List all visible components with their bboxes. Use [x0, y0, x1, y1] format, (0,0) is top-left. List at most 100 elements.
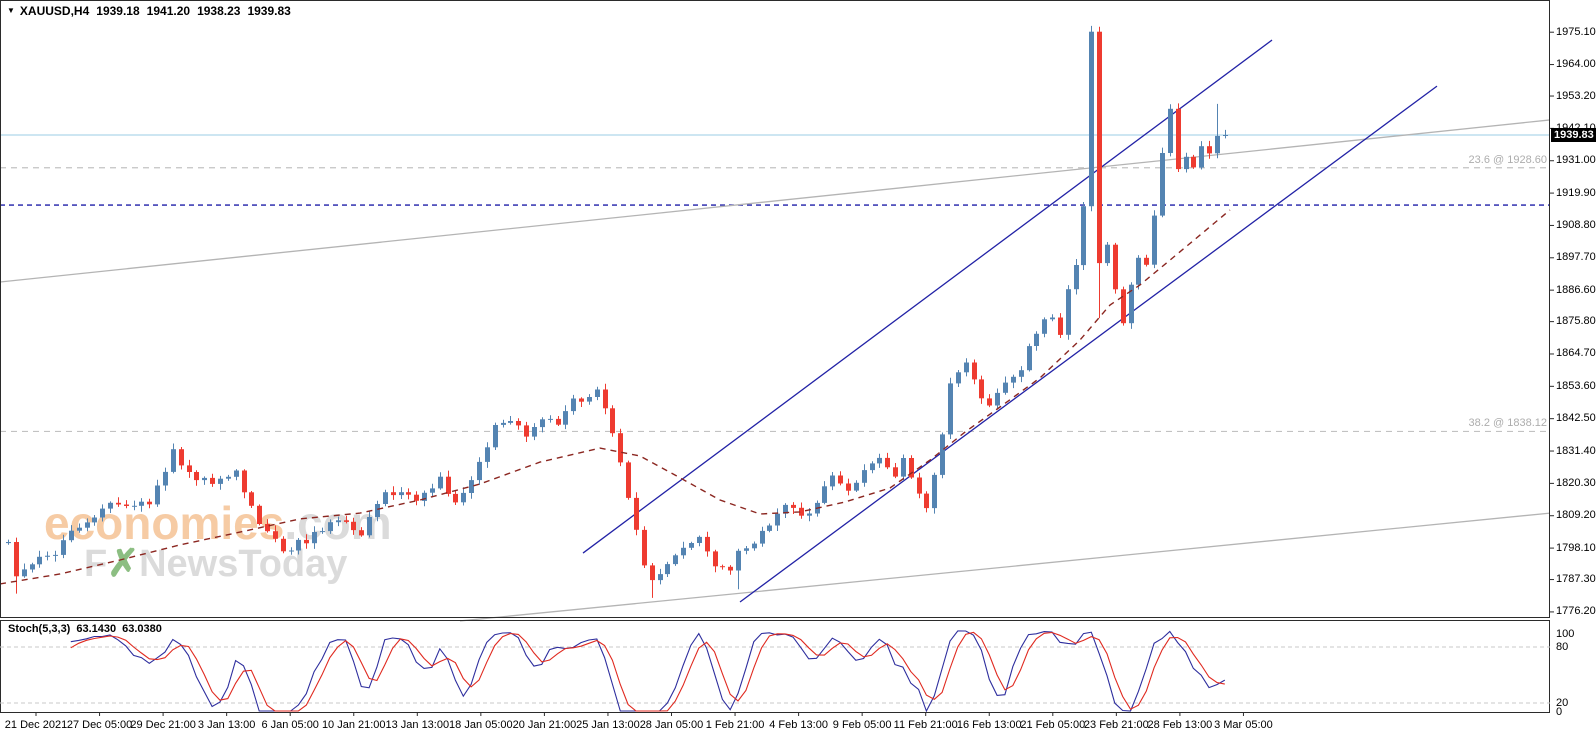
candle-body [202, 477, 207, 481]
candle-body [516, 421, 521, 426]
candle-body [187, 465, 192, 472]
candle-body [155, 485, 160, 505]
candle-body [964, 362, 969, 373]
candle-body [328, 522, 333, 532]
lower-gray-trendline [459, 512, 1551, 622]
candle-body [281, 538, 286, 552]
candle-body [783, 504, 788, 514]
candle-body [312, 532, 317, 544]
candle-body [367, 517, 372, 536]
candle-body [171, 449, 176, 472]
candle-body [461, 492, 466, 503]
candle-body [30, 564, 35, 570]
candle-body [1160, 153, 1165, 216]
candle-body [493, 425, 498, 448]
candle-body [1027, 346, 1032, 371]
candle-body [1113, 244, 1118, 290]
candle-body [1089, 31, 1094, 207]
candle-body [1105, 244, 1110, 264]
candle-body [14, 542, 19, 577]
watermark-x-icon: ✗ [107, 543, 140, 585]
candle-body [870, 463, 875, 471]
candle-body [728, 566, 733, 571]
candle-body [571, 398, 576, 412]
candle-body [1019, 370, 1024, 377]
candle-body [399, 492, 404, 496]
candle-body [226, 476, 231, 479]
candle-body [595, 389, 600, 397]
watermark-tagline-rest: NewsToday [139, 543, 348, 585]
candle-body [697, 536, 702, 543]
candle-body [45, 555, 50, 557]
candle-body [1184, 156, 1189, 170]
watermark-tagline: F✗NewsToday [84, 541, 347, 586]
candle-body [1042, 319, 1047, 334]
candle-body [689, 543, 694, 548]
candle-body [351, 521, 356, 531]
candle-body [22, 569, 27, 577]
candle-body [972, 362, 977, 380]
candle-body [320, 531, 325, 533]
candle-body [1215, 135, 1220, 154]
candle-body [422, 492, 427, 501]
candle-body [469, 480, 474, 493]
candle-body [642, 529, 647, 566]
candle-body [1003, 382, 1008, 393]
candle-body [846, 483, 851, 491]
candle-body [139, 501, 144, 506]
candle-body [681, 547, 686, 556]
candle-body [618, 433, 623, 463]
candle-body [760, 530, 765, 544]
channel-lower-line [739, 85, 1438, 603]
candle-body [720, 566, 725, 568]
main-plot-border [0, 0, 1550, 618]
candle-body [485, 447, 490, 462]
candle-body [548, 418, 553, 420]
candle-body [979, 379, 984, 399]
candle-body [909, 458, 914, 478]
candle-body [791, 504, 796, 508]
candle-body [752, 543, 757, 549]
candle-body [1168, 108, 1173, 153]
candle-body [830, 475, 835, 487]
candle-body [336, 520, 341, 523]
candle-body [6, 542, 11, 544]
candle-body [446, 476, 451, 494]
candle-body [85, 522, 90, 528]
candle-body [414, 494, 419, 501]
candle-body [650, 565, 655, 581]
upper-gray-trendline [0, 119, 1551, 283]
candle-body [1097, 31, 1102, 264]
candle-body [257, 505, 262, 524]
candle-body [1207, 146, 1212, 154]
candle-body [1081, 206, 1086, 266]
candle-body [406, 492, 411, 495]
candle-body [234, 470, 239, 477]
candle-body [1011, 376, 1016, 383]
candle-body [37, 556, 42, 565]
candle-body [265, 524, 270, 532]
candle-body [453, 493, 458, 503]
candle-body [885, 457, 890, 468]
candle-body [713, 551, 718, 567]
candle-body [634, 497, 639, 530]
candle-body [838, 475, 843, 484]
watermark-tagline-f: F [84, 543, 108, 585]
candle-body [438, 476, 443, 489]
candle-body [893, 467, 898, 477]
candle-body [799, 507, 804, 516]
candle-body [210, 477, 215, 484]
candle-body [822, 486, 827, 503]
stochastic-signal-line [70, 631, 1225, 712]
candle-body [540, 419, 545, 428]
candle-body [132, 505, 137, 507]
candle-body [673, 555, 678, 565]
candle-body [775, 513, 780, 526]
candle-body [932, 474, 937, 509]
candle-body [807, 513, 812, 516]
candle-body [854, 482, 859, 491]
candle-body [69, 530, 74, 541]
candle-body [1144, 257, 1149, 265]
candle-body [767, 525, 772, 531]
